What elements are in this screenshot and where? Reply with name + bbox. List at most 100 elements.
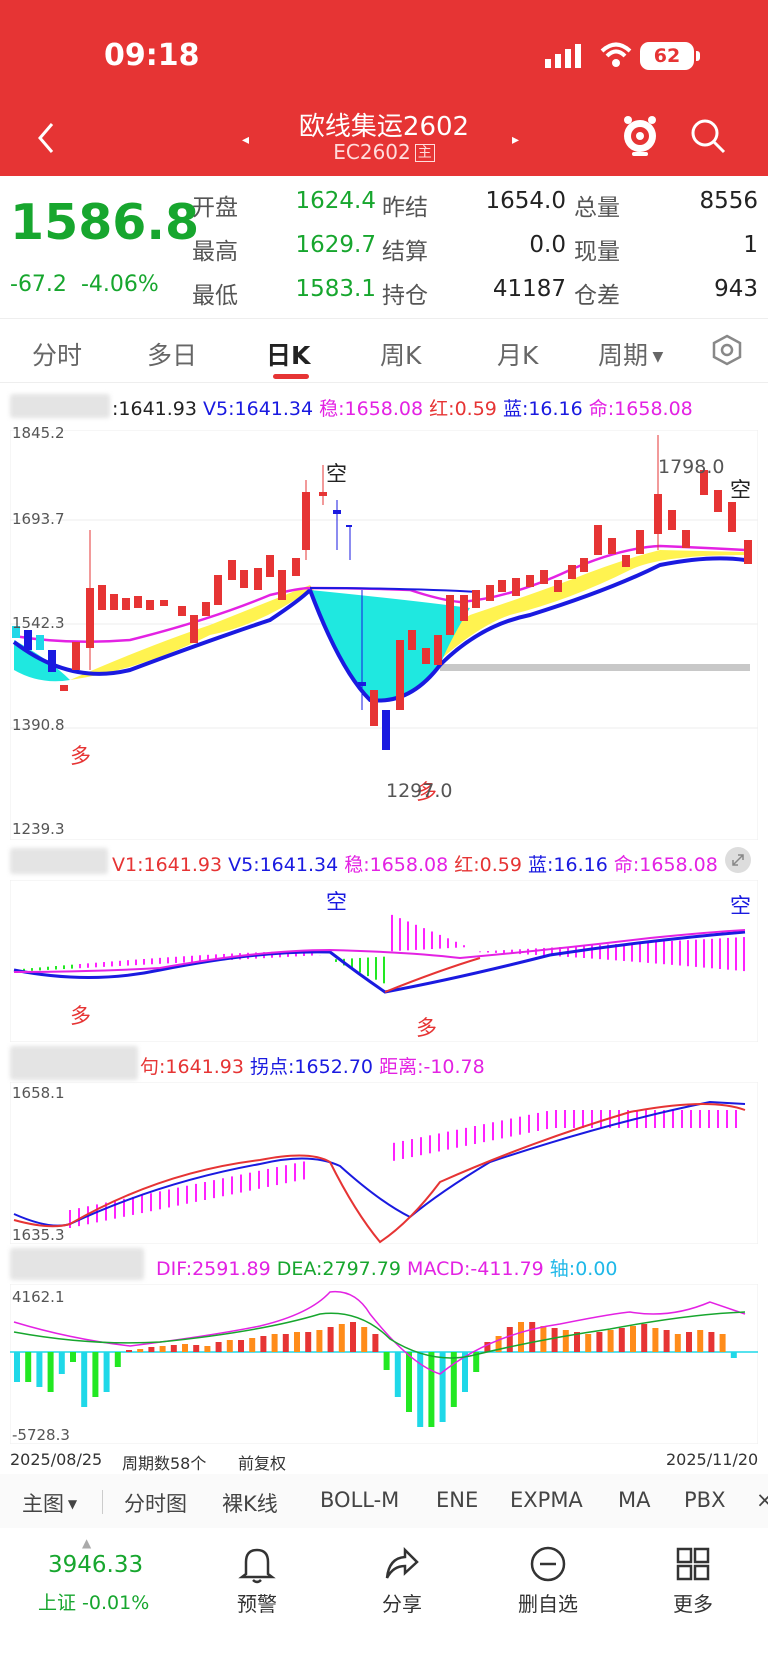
blurred-label <box>10 1046 138 1080</box>
triangle-up-icon: ▲ <box>82 1536 92 1550</box>
next-contract-button[interactable]: ▸ <box>512 132 520 148</box>
macd-bar <box>204 1346 211 1352</box>
battery-icon: 62 <box>640 42 694 70</box>
tab-pbx[interactable]: PBX <box>684 1488 726 1512</box>
candle <box>568 565 576 579</box>
macd-chart[interactable] <box>10 1284 758 1444</box>
alarm-clock-icon[interactable] <box>620 114 660 158</box>
tab-boll[interactable]: BOLL-M <box>320 1488 400 1512</box>
candle <box>72 642 80 670</box>
tab-yuek[interactable]: 月K <box>497 341 539 370</box>
macd-bar <box>462 1352 468 1392</box>
macd-bar <box>14 1352 20 1382</box>
candle <box>240 570 248 588</box>
tab-fenshi[interactable]: 分时 <box>32 341 83 370</box>
duo-marker: 多 <box>416 1016 437 1040</box>
index-label[interactable]: 上证 -0.01% <box>38 1592 150 1614</box>
period-dropdown[interactable]: 周期 ▼ <box>598 336 663 372</box>
macd-bar <box>350 1322 356 1352</box>
macd-bar <box>148 1347 155 1352</box>
candle <box>682 530 690 548</box>
candle <box>292 558 300 576</box>
candle <box>86 588 94 648</box>
period-count: 周期数58个 <box>122 1454 207 1473</box>
macd-value: MACD:-411.79 <box>407 1258 544 1280</box>
tab-zhouk[interactable]: 周K <box>380 341 422 370</box>
macd-bar <box>697 1330 704 1352</box>
oi-diff-label: 仓差 <box>574 283 620 309</box>
bottom-nav: ▲ 3946.33 上证 -0.01% 预警 分享 删自选 更多 <box>0 1500 768 1670</box>
adjust-mode: 前复权 <box>238 1454 287 1473</box>
macd-bar <box>574 1332 580 1352</box>
dea-line <box>13 1311 746 1359</box>
macd-bar <box>327 1327 334 1352</box>
macd-bar <box>260 1336 267 1352</box>
macd-bar <box>137 1349 144 1352</box>
tab-luokxian[interactable]: 裸K线 <box>222 1492 278 1516</box>
tab-ene[interactable]: ENE <box>436 1488 479 1512</box>
prev-contract-button[interactable]: ◂ <box>242 132 250 148</box>
tab-main-chart[interactable]: 主图 ▼ <box>22 1488 77 1518</box>
tab-duori[interactable]: 多日 <box>147 341 198 370</box>
macd-bar <box>361 1327 368 1352</box>
axis-l2: 1693.7 <box>12 510 65 528</box>
macd-bar <box>271 1334 278 1352</box>
macd-bar <box>305 1332 312 1352</box>
low-label: 最低 <box>192 283 238 309</box>
wifi-icon <box>600 42 632 67</box>
sub1-blue-line <box>13 930 746 994</box>
search-icon[interactable] <box>688 116 728 156</box>
macd-bar <box>607 1330 614 1352</box>
status-time: 09:18 <box>104 38 200 73</box>
macd-bar <box>473 1352 480 1372</box>
macd-bar <box>159 1346 166 1352</box>
settle-value: 0.0 <box>529 232 566 258</box>
close-icon[interactable]: × <box>756 1488 768 1512</box>
tab-fenshitu[interactable]: 分时图 <box>124 1492 187 1516</box>
macd-bar <box>506 1327 513 1352</box>
candle <box>202 602 210 616</box>
candle <box>608 538 616 554</box>
macd-bar <box>686 1332 692 1352</box>
macd-bar <box>641 1324 648 1352</box>
kline-chart[interactable] <box>10 430 758 840</box>
tab-ma[interactable]: MA <box>618 1488 651 1512</box>
candle <box>472 590 480 608</box>
expand-icon[interactable] <box>724 846 752 874</box>
index-value[interactable]: 3946.33 <box>48 1552 144 1578</box>
macd-bar <box>417 1352 424 1427</box>
back-button[interactable] <box>28 118 68 158</box>
high-price-label: 1798.0 <box>658 456 725 478</box>
sub1-red-line <box>384 957 481 993</box>
candle <box>190 615 198 643</box>
zhou-value: 轴:0.00 <box>549 1258 618 1280</box>
candles <box>12 435 752 750</box>
sub2-chart[interactable] <box>10 1082 758 1244</box>
chevron-down-icon: ▼ <box>64 1497 78 1511</box>
settings-hex-icon[interactable] <box>710 333 744 367</box>
candle <box>346 525 352 527</box>
candle <box>408 630 416 650</box>
macd-bar <box>562 1330 569 1352</box>
ming-value: 命:1658.08 <box>613 854 718 876</box>
hong-value: 红:0.59 <box>429 398 497 420</box>
candle <box>36 635 44 650</box>
macd-bar <box>439 1352 446 1422</box>
macd-bar <box>92 1352 99 1397</box>
high-label: 最高 <box>192 239 238 265</box>
tab-rik[interactable]: 日K <box>266 341 311 370</box>
candle <box>12 626 20 638</box>
wen-value: 稳:1658.08 <box>344 854 449 876</box>
tab-expma[interactable]: EXPMA <box>510 1488 583 1512</box>
macd-bar <box>294 1332 300 1352</box>
macd-bar <box>81 1352 88 1407</box>
macd-bar <box>226 1340 233 1352</box>
candle <box>60 685 68 691</box>
period-label: 周期 <box>598 341 649 370</box>
settle-label: 结算 <box>382 239 428 265</box>
nav-alert-label: 预警 <box>237 1592 277 1616</box>
cur-vol-label: 现量 <box>574 239 620 265</box>
sub1-bars <box>15 914 745 984</box>
sub1-chart[interactable] <box>10 880 758 1042</box>
ju-value: 距离:-10.78 <box>379 1056 485 1078</box>
